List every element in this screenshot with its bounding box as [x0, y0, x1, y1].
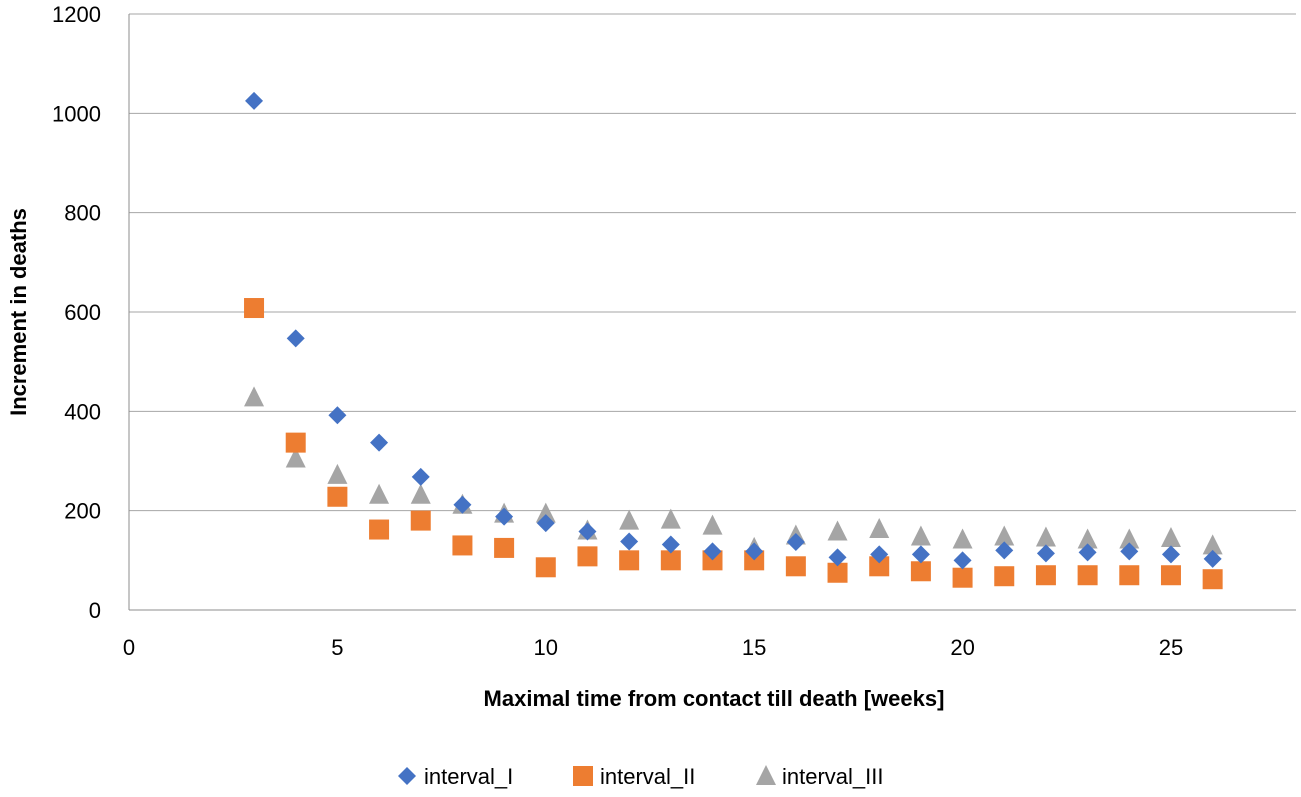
data-point [285, 432, 306, 453]
data-point [1119, 528, 1140, 549]
data-point [702, 514, 723, 535]
legend-marker [756, 765, 776, 785]
data-point [245, 91, 264, 110]
data-point [1036, 544, 1055, 563]
y-tick-label: 600 [64, 300, 101, 325]
data-point [827, 562, 848, 583]
gridlines [129, 13, 1296, 512]
data-point [994, 525, 1015, 546]
data-point [369, 483, 390, 504]
legend-label: interval_III [782, 764, 884, 789]
data-point [328, 406, 347, 425]
data-point [453, 495, 472, 514]
series-interval_I [245, 91, 1222, 570]
legend-marker [573, 766, 593, 786]
data-point [1035, 565, 1056, 586]
data-point [619, 509, 640, 530]
legend-label: interval_I [424, 764, 513, 789]
data-point [660, 508, 681, 529]
data-point [1203, 549, 1222, 568]
y-tick-label: 0 [89, 598, 101, 623]
data-point [952, 567, 973, 588]
data-point [1078, 543, 1097, 562]
data-point [620, 532, 639, 551]
data-point [1119, 565, 1140, 586]
series-interval_III [244, 386, 1223, 557]
data-point [661, 535, 680, 554]
data-point [327, 463, 348, 484]
data-point [1160, 565, 1181, 586]
data-point [953, 551, 972, 570]
x-tick-labels: 0 5 10 15 20 25 [123, 635, 1183, 660]
y-tick-label: 800 [64, 201, 101, 226]
x-tick-label: 0 [123, 635, 135, 660]
data-point [411, 467, 430, 486]
x-axis-title: Maximal time from contact till death [we… [484, 686, 945, 711]
data-point [828, 548, 847, 567]
data-point [286, 329, 305, 348]
data-point [1202, 534, 1223, 555]
y-tick-label: 1000 [52, 101, 101, 126]
x-tick-label: 5 [331, 635, 343, 660]
data-point [535, 502, 556, 523]
legend: interval_I interval_II interval_III [398, 764, 884, 789]
x-tick-label: 15 [742, 635, 766, 660]
data-point [745, 542, 764, 561]
data-point [1077, 528, 1098, 549]
data-point [619, 550, 640, 571]
data-point [244, 298, 265, 319]
data-point [911, 545, 930, 564]
data-point [870, 545, 889, 564]
data-point [1120, 542, 1139, 561]
x-tick-label: 20 [950, 635, 974, 660]
data-point [910, 561, 931, 582]
data-point [827, 520, 848, 541]
data-point [410, 510, 431, 531]
legend-item: interval_II [573, 764, 695, 789]
legend-label: interval_II [600, 764, 695, 789]
data-point [785, 556, 806, 577]
data-point [910, 525, 931, 546]
x-tick-label: 25 [1159, 635, 1183, 660]
x-tick-label: 10 [534, 635, 558, 660]
data-point [869, 518, 890, 539]
data-point [703, 542, 722, 561]
data-point [410, 483, 431, 504]
legend-marker [398, 767, 416, 785]
data-point [495, 507, 514, 526]
data-point [578, 522, 597, 541]
data-points [244, 91, 1223, 590]
data-point [452, 535, 473, 556]
data-point [535, 557, 556, 578]
data-point [1161, 545, 1180, 564]
data-point [1160, 526, 1181, 547]
data-point [285, 447, 306, 468]
data-point [494, 537, 515, 558]
y-tick-label: 200 [64, 499, 101, 524]
data-point [952, 528, 973, 549]
axes [128, 14, 1296, 611]
y-tick-label: 400 [64, 399, 101, 424]
y-tick-labels: 0 200 400 600 800 1000 1200 [52, 2, 101, 623]
data-point [1077, 565, 1098, 586]
legend-item: interval_III [756, 764, 884, 789]
data-point [995, 541, 1014, 560]
legend-item: interval_I [398, 764, 513, 789]
y-axis-title: Increment in deaths [6, 208, 31, 416]
data-point [577, 546, 598, 567]
data-point [1035, 526, 1056, 547]
data-point [994, 566, 1015, 587]
data-point [869, 556, 890, 577]
series-interval_II [244, 298, 1223, 590]
data-point [786, 532, 805, 551]
data-point [370, 433, 389, 452]
data-point [327, 486, 348, 507]
y-tick-label: 1200 [52, 2, 101, 27]
data-point [369, 519, 390, 540]
data-point [1202, 569, 1223, 590]
data-point [536, 514, 555, 533]
data-point [244, 386, 265, 407]
data-point [660, 550, 681, 571]
